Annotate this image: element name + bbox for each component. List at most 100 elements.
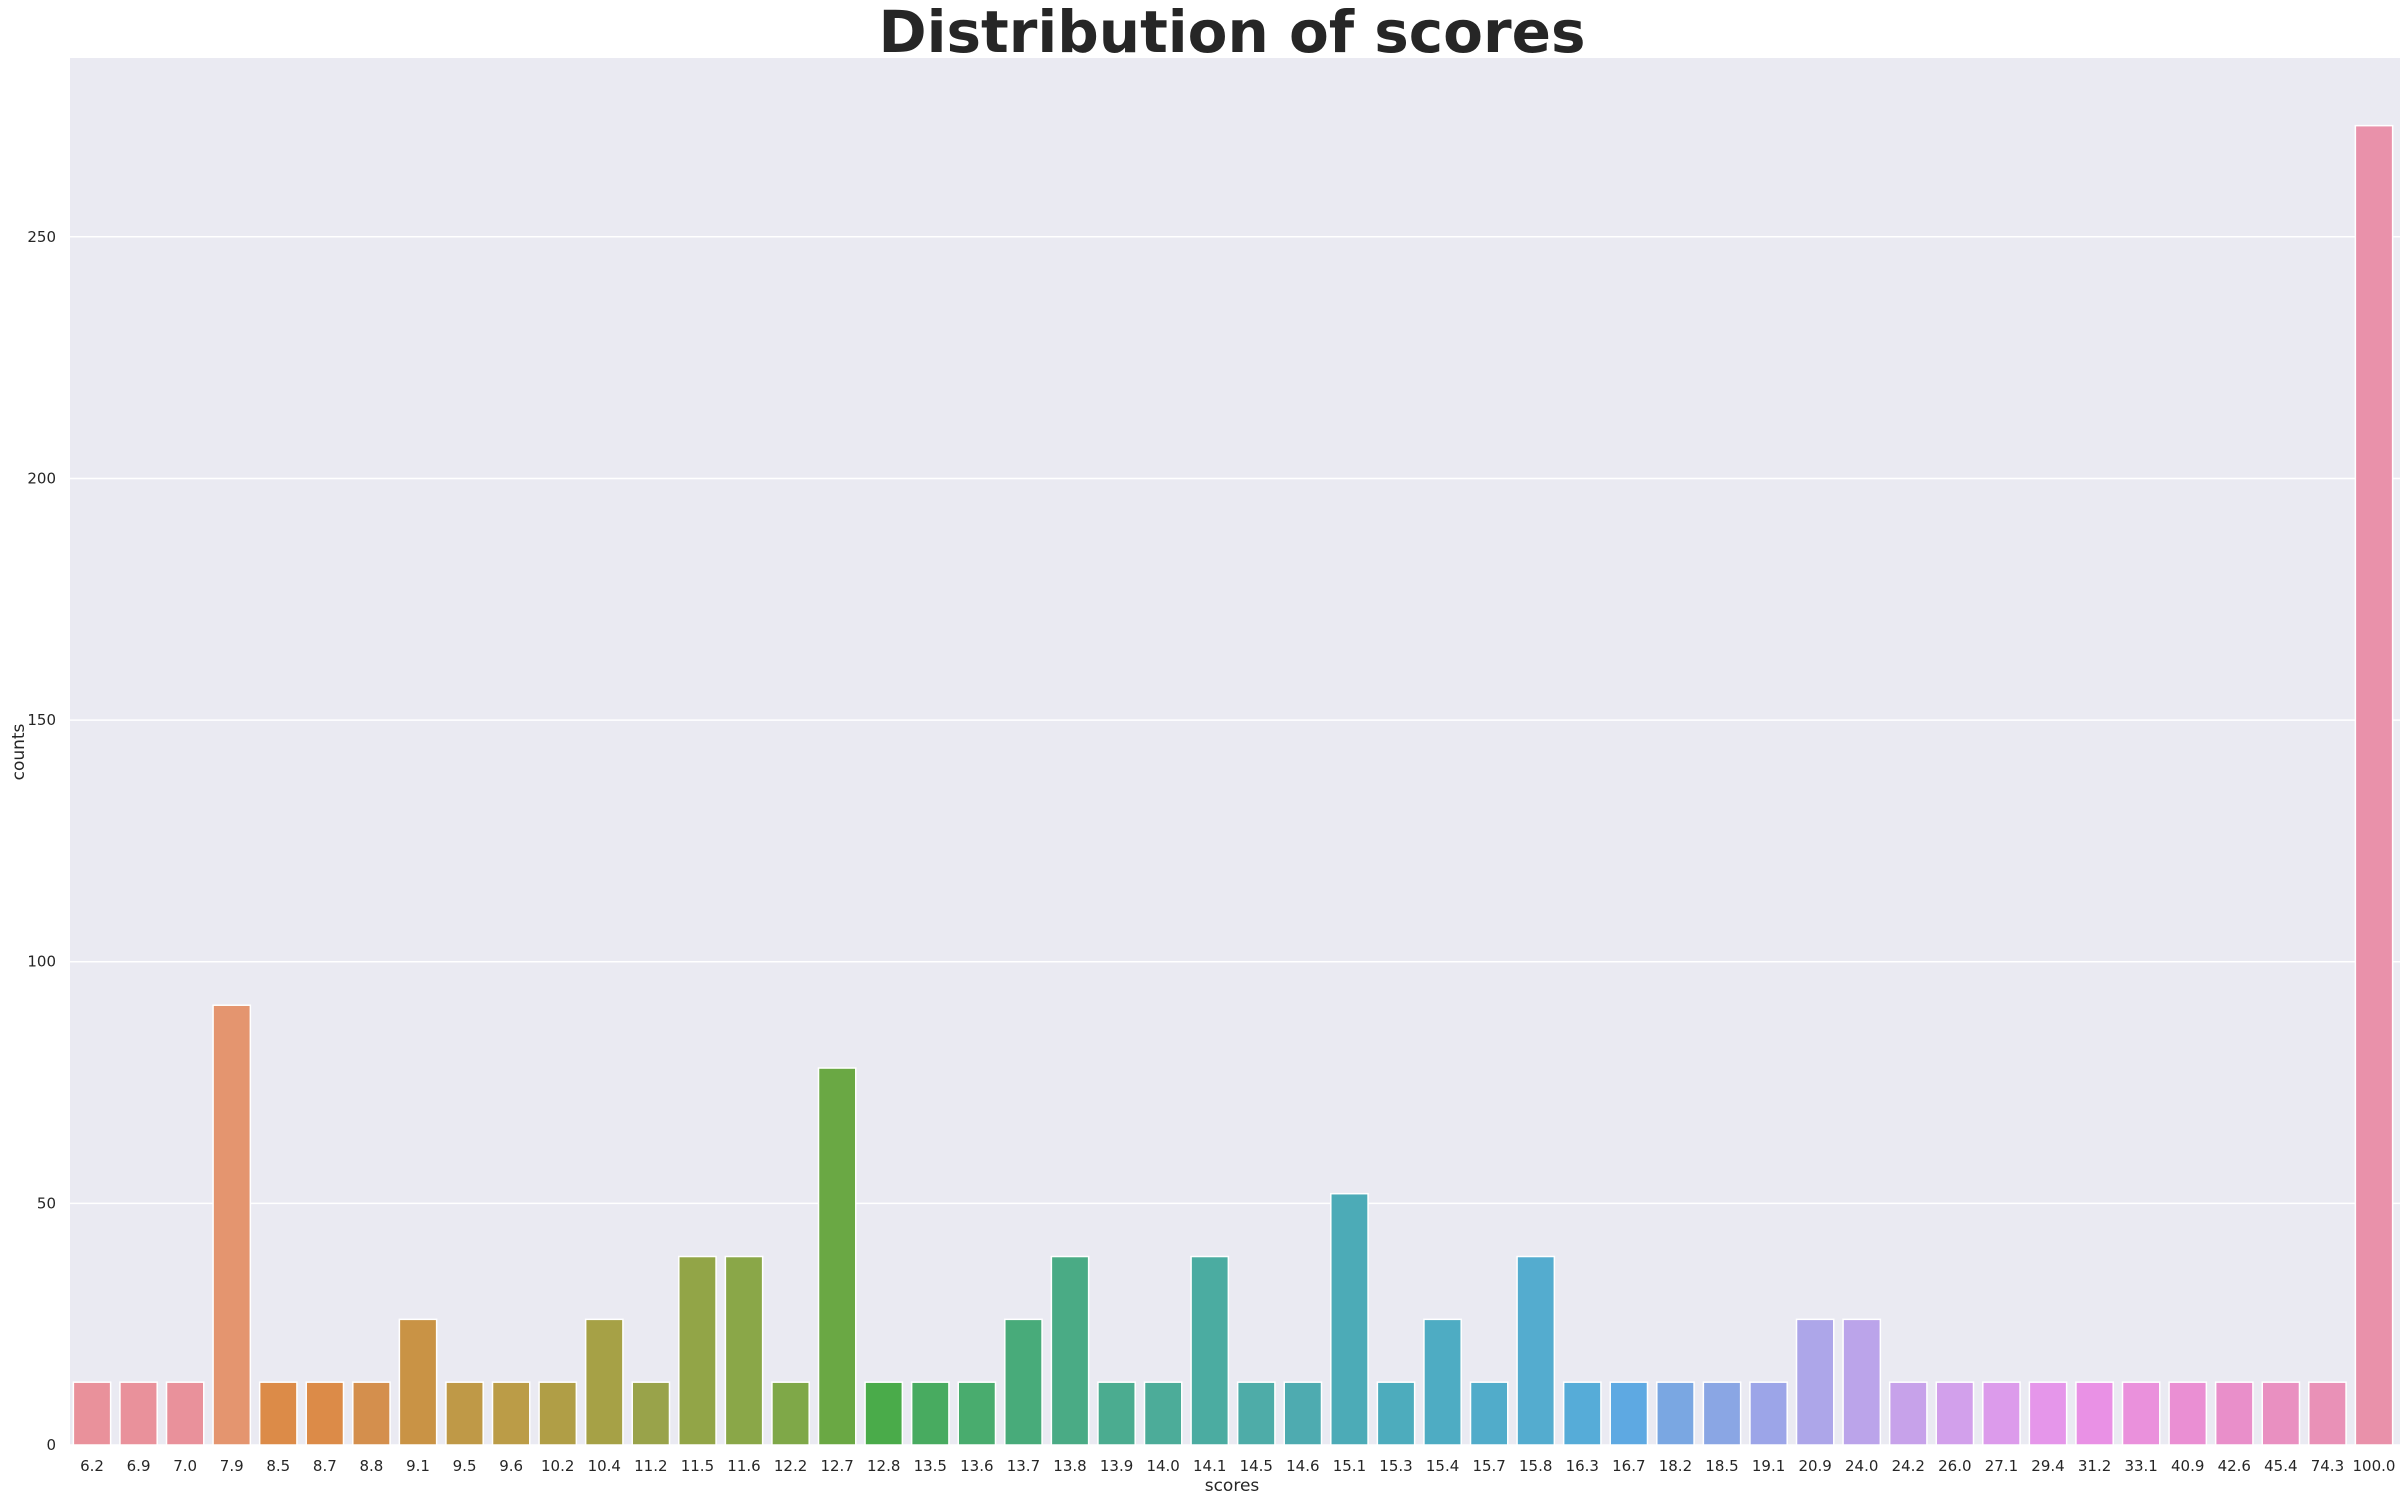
bar <box>1609 1381 1649 1446</box>
bar <box>864 1381 904 1446</box>
x-tick-label: 10.4 <box>588 1457 621 1475</box>
bar <box>1143 1381 1183 1446</box>
x-tick-label: 33.1 <box>2124 1457 2157 1475</box>
bar <box>1190 1255 1230 1446</box>
x-tick-label: 7.9 <box>220 1457 244 1475</box>
x-tick-label: 14.5 <box>1240 1457 1273 1475</box>
x-tick-label: 27.1 <box>1985 1457 2018 1475</box>
x-tick-label: 9.5 <box>453 1457 477 1475</box>
x-tick-label: 9.1 <box>406 1457 430 1475</box>
x-tick-label: 15.7 <box>1472 1457 1505 1475</box>
bar <box>2028 1381 2068 1446</box>
y-tick-label: 50 <box>37 1194 56 1212</box>
bar <box>2308 1381 2347 1446</box>
bar <box>491 1381 531 1446</box>
x-tick-labels: 6.2 6.9 7.0 7.9 8.5 8.7 8.8 9.1 9.5 9.6 10.2 10.4 11… <box>80 1457 2395 1475</box>
bar <box>957 1381 997 1446</box>
x-tick-label: 18.2 <box>1659 1457 1692 1475</box>
bar <box>1376 1381 1416 1446</box>
bar <box>2354 124 2394 1446</box>
x-tick-label: 16.7 <box>1612 1457 1645 1475</box>
bar <box>771 1381 810 1446</box>
bar <box>2261 1381 2301 1446</box>
bar <box>1050 1255 1090 1446</box>
bar <box>1330 1192 1369 1446</box>
x-tick-label: 29.4 <box>2031 1457 2064 1475</box>
bar <box>2168 1381 2208 1446</box>
x-tick-label: 11.2 <box>634 1457 667 1475</box>
x-tick-label: 15.4 <box>1426 1457 1459 1475</box>
bars <box>72 124 2394 1446</box>
bar <box>678 1255 717 1446</box>
chart-title: Distribution of scores <box>879 0 1586 66</box>
bar <box>212 1004 252 1446</box>
bar <box>538 1381 578 1446</box>
x-tick-label: 12.8 <box>867 1457 900 1475</box>
bar <box>445 1381 484 1446</box>
x-tick-label: 15.8 <box>1519 1457 1552 1475</box>
x-tick-label: 13.7 <box>1007 1457 1040 1475</box>
x-tick-label: 11.6 <box>727 1457 760 1475</box>
bar <box>1469 1381 1509 1446</box>
x-tick-label: 24.2 <box>1892 1457 1925 1475</box>
x-tick-label: 40.9 <box>2171 1457 2204 1475</box>
x-tick-label: 12.7 <box>820 1457 853 1475</box>
x-tick-label: 13.5 <box>914 1457 947 1475</box>
x-tick-label: 18.5 <box>1705 1457 1738 1475</box>
x-tick-label: 15.1 <box>1333 1457 1366 1475</box>
x-tick-label: 74.3 <box>2311 1457 2344 1475</box>
bar <box>1097 1381 1136 1446</box>
bar <box>1283 1381 1323 1446</box>
y-axis-label: counts <box>9 723 29 780</box>
x-tick-label: 45.4 <box>2264 1457 2297 1475</box>
bar <box>1656 1381 1695 1446</box>
y-tick-label: 200 <box>27 469 56 487</box>
x-tick-label: 14.1 <box>1193 1457 1226 1475</box>
bar <box>724 1255 764 1446</box>
x-tick-label: 11.5 <box>681 1457 714 1475</box>
y-tick-label: 0 <box>46 1436 56 1454</box>
x-tick-label: 7.0 <box>173 1457 197 1475</box>
x-tick-label: 8.7 <box>313 1457 337 1475</box>
bar <box>1888 1381 1928 1446</box>
bar <box>1004 1318 1043 1446</box>
x-tick-label: 16.3 <box>1566 1457 1599 1475</box>
bar <box>1423 1318 1462 1446</box>
x-tick-label: 20.9 <box>1798 1457 1831 1475</box>
bar <box>910 1381 950 1446</box>
x-tick-label: 10.2 <box>541 1457 574 1475</box>
bar <box>1842 1318 1882 1446</box>
bar <box>1236 1381 1276 1446</box>
x-tick-label: 14.6 <box>1286 1457 1319 1475</box>
bar <box>165 1381 205 1446</box>
bar <box>258 1381 298 1446</box>
y-tick-label: 150 <box>27 711 56 729</box>
x-tick-label: 6.9 <box>127 1457 151 1475</box>
x-tick-label: 12.2 <box>774 1457 807 1475</box>
x-tick-label: 8.5 <box>266 1457 290 1475</box>
x-tick-label: 13.9 <box>1100 1457 1133 1475</box>
bar <box>2121 1381 2161 1446</box>
x-tick-label: 8.8 <box>359 1457 383 1475</box>
x-tick-label: 26.0 <box>1938 1457 1971 1475</box>
x-tick-label: 9.6 <box>499 1457 523 1475</box>
bar <box>1982 1381 2021 1446</box>
x-tick-label: 6.2 <box>80 1457 104 1475</box>
bar <box>1562 1381 1602 1446</box>
bar <box>2075 1381 2114 1446</box>
bar <box>1935 1381 1975 1446</box>
x-tick-label: 19.1 <box>1752 1457 1785 1475</box>
bar <box>631 1381 671 1446</box>
bar <box>584 1318 624 1446</box>
y-tick-label: 100 <box>27 953 56 971</box>
bar <box>352 1381 391 1446</box>
y-tick-label: 250 <box>27 228 56 246</box>
bar <box>1516 1255 1556 1446</box>
plot-background <box>70 58 2400 1445</box>
x-tick-label: 31.2 <box>2078 1457 2111 1475</box>
bar <box>1702 1381 1742 1446</box>
bar <box>72 1381 112 1446</box>
x-tick-label: 14.0 <box>1146 1457 1179 1475</box>
bar <box>2214 1381 2254 1446</box>
x-tick-label: 24.0 <box>1845 1457 1878 1475</box>
